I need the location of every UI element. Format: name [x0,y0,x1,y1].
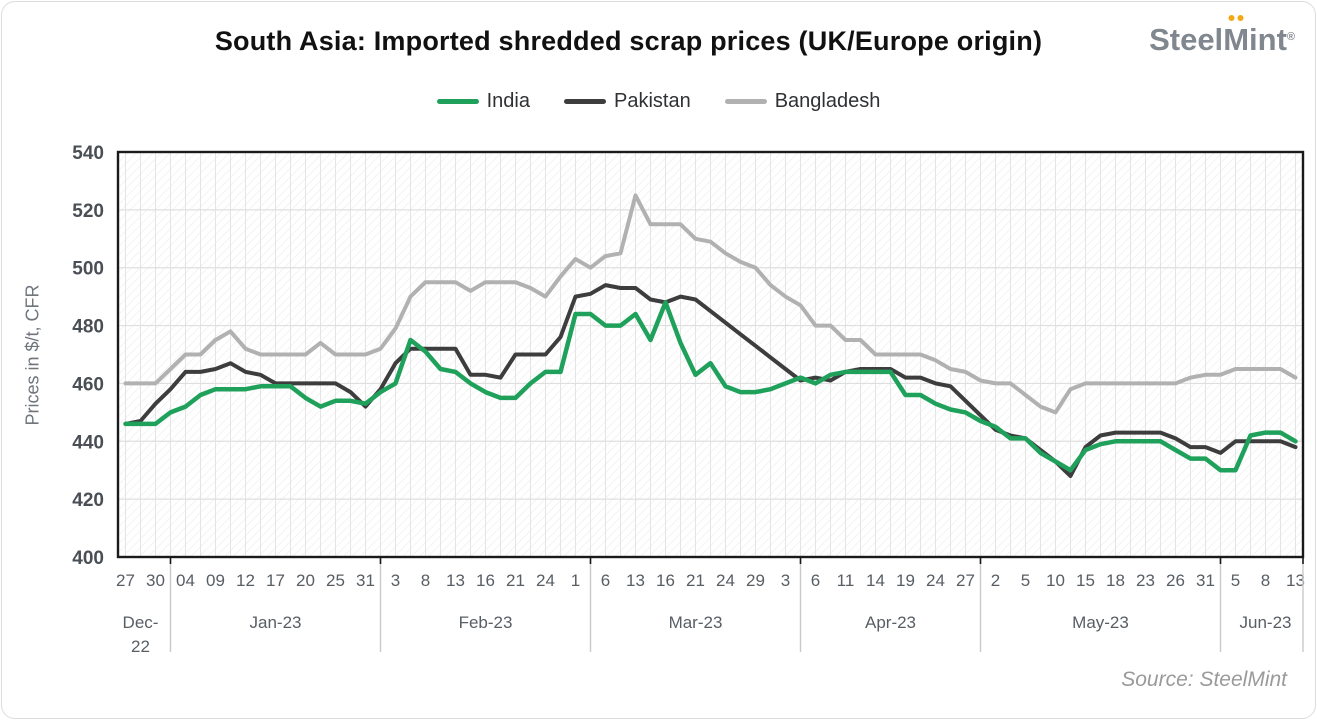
legend-label-pakistan: Pakistan [614,90,691,112]
svg-text:16: 16 [656,571,675,590]
legend-item-india: India [436,90,530,113]
logo-mint-text: int [1249,22,1287,57]
svg-text:15: 15 [1076,571,1095,590]
svg-text:27: 27 [116,571,135,590]
svg-text:520: 520 [72,201,104,222]
svg-text:Mar-23: Mar-23 [669,613,723,632]
svg-text:Dec-: Dec- [123,613,159,632]
svg-text:13: 13 [446,571,465,590]
source-note: Source: SteelMint [1121,668,1287,691]
svg-text:30: 30 [146,571,165,590]
svg-text:5: 5 [1231,571,1240,590]
svg-text:26: 26 [1166,571,1185,590]
registered-mark: ® [1286,31,1295,43]
svg-text:3: 3 [781,571,790,590]
svg-text:31: 31 [356,571,375,590]
svg-text:400: 400 [72,548,104,569]
svg-text:18: 18 [1106,571,1125,590]
svg-text:10: 10 [1046,571,1065,590]
legend-label-bangladesh: Bangladesh [774,90,881,112]
svg-text:11: 11 [837,571,855,590]
bangladesh-line-swatch [724,99,767,104]
svg-text:27: 27 [956,571,975,590]
svg-text:Jan-23: Jan-23 [250,613,302,632]
svg-text:Apr-23: Apr-23 [865,613,916,632]
logo-m: M [1223,15,1249,58]
svg-text:17: 17 [266,571,285,590]
svg-text:May-23: May-23 [1072,613,1129,632]
svg-text:16: 16 [476,571,495,590]
steelmint-logo: Steel Mint® [1149,15,1295,58]
svg-text:25: 25 [326,571,345,590]
logo-m-dots-icon [1228,15,1244,21]
svg-text:8: 8 [421,571,430,590]
svg-text:22: 22 [131,637,150,656]
svg-text:500: 500 [72,259,104,280]
svg-text:24: 24 [926,571,945,590]
svg-text:3: 3 [391,571,400,590]
page-title: South Asia: Imported shredded scrap pric… [214,26,1043,56]
svg-text:6: 6 [811,571,820,590]
svg-text:21: 21 [686,571,705,590]
svg-text:5: 5 [1021,571,1030,590]
logo-steel-text: Steel [1149,22,1224,57]
svg-text:24: 24 [716,571,735,590]
svg-text:460: 460 [72,374,104,395]
chart-header: South Asia: Imported shredded scrap pric… [0,0,1317,70]
svg-text:13: 13 [1286,571,1305,590]
india-line-swatch [436,99,479,104]
svg-text:21: 21 [506,571,525,590]
svg-text:8: 8 [1261,571,1270,590]
svg-text:29: 29 [746,571,765,590]
y-axis-title: Prices in $/t, CFR [22,284,43,426]
svg-text:6: 6 [601,571,610,590]
chart-legend: India Pakistan Bangladesh [0,90,1317,113]
svg-text:09: 09 [206,571,225,590]
svg-text:Jun-23: Jun-23 [1240,613,1292,632]
pakistan-line-swatch [564,99,606,104]
legend-item-bangladesh: Bangladesh [724,90,881,113]
svg-text:12: 12 [236,571,255,590]
legend-label-india: India [486,90,530,112]
svg-text:1: 1 [571,571,580,590]
svg-text:440: 440 [72,432,104,453]
svg-text:31: 31 [1196,571,1215,590]
svg-text:24: 24 [536,571,555,590]
svg-text:420: 420 [72,490,104,511]
svg-text:540: 540 [72,143,104,164]
svg-text:13: 13 [626,571,645,590]
svg-text:Feb-23: Feb-23 [459,613,513,632]
svg-text:20: 20 [296,571,315,590]
legend-item-pakistan: Pakistan [564,90,691,113]
svg-text:19: 19 [896,571,915,590]
svg-text:23: 23 [1136,571,1155,590]
svg-text:04: 04 [176,571,195,590]
svg-text:2: 2 [991,571,1000,590]
svg-text:14: 14 [866,571,885,590]
svg-text:480: 480 [72,317,104,338]
